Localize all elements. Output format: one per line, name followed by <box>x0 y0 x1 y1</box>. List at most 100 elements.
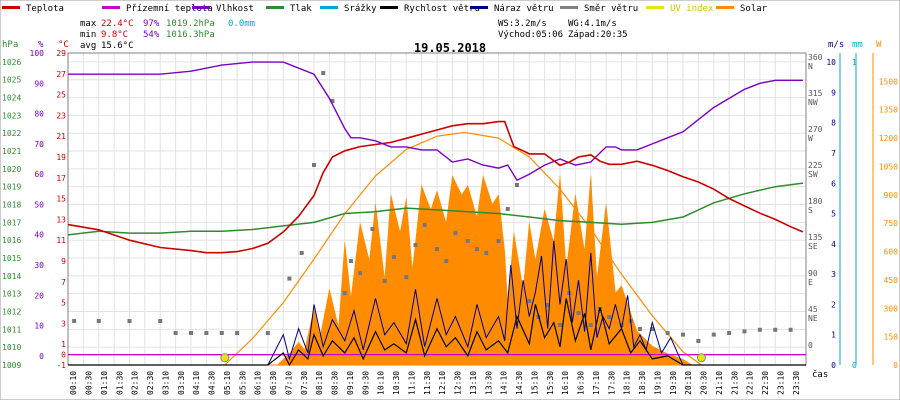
series-solar-theoretical <box>224 131 702 366</box>
axis-tick-celsius: 11 <box>56 236 66 245</box>
axis-tick-time: 13:10 <box>469 371 478 395</box>
series-wind-direction-point <box>391 255 396 259</box>
axis-tick-time: 02:10 <box>131 371 140 395</box>
axis-tick-watt: 300 <box>884 304 899 313</box>
axis-tick-time: 11:10 <box>407 371 416 395</box>
axis-tick-time: 02:30 <box>146 371 155 395</box>
axis-tick-ms: 9 <box>831 88 836 97</box>
axis-tick-time: 18:10 <box>623 371 632 395</box>
axis-tick-ms: 10 <box>826 58 836 67</box>
axis-tick-time: 10:30 <box>392 371 401 395</box>
series-wind-direction-point <box>413 243 418 247</box>
legend-label: Směr větru <box>584 4 638 14</box>
series-wind-direction-point <box>127 319 132 323</box>
series-wind-direction-point <box>637 327 642 331</box>
axis-tick-hpa: 1025 <box>2 76 21 85</box>
axis-tick-celsius: 13 <box>56 215 66 224</box>
axis-tick-time: 13:30 <box>484 371 493 395</box>
axis-tick-degrees: 45 <box>808 305 818 314</box>
axis-tick-celsius: 17 <box>56 174 66 183</box>
axis-tick-percent: 80 <box>34 110 44 119</box>
axis-tick-hpa: 1017 <box>2 218 21 227</box>
series-wind-direction-point <box>505 207 510 211</box>
stat-min-humidity: 54% <box>143 30 160 40</box>
axis-tick-hpa: 1012 <box>2 308 21 317</box>
stat-max-temp: 22.4°C <box>101 19 134 29</box>
series-wind-direction-point <box>514 183 519 187</box>
axis-tick-hpa: 1020 <box>2 165 21 174</box>
axis-tick-time: 09:10 <box>346 371 355 395</box>
legend-swatch <box>102 6 120 9</box>
legend-swatch <box>716 6 734 9</box>
axis-unit-hpa: hPa <box>2 40 18 50</box>
axis-tick-celsius: 19 <box>56 153 66 162</box>
series-wind-direction-point <box>435 247 439 251</box>
axis-tick-celsius: 7 <box>61 278 66 287</box>
axis-tick-percent: 10 <box>34 322 44 331</box>
series-wind-direction-point <box>545 303 550 307</box>
legend-swatch <box>2 6 20 9</box>
axis-tick-hpa: 1011 <box>2 325 21 334</box>
series-wind-direction-point <box>189 331 193 335</box>
axis-tick-time: 00:30 <box>85 371 94 395</box>
series-wind-direction-point <box>788 327 793 332</box>
axis-tick-ms: 5 <box>831 210 836 219</box>
legend-label: UV index <box>670 4 714 14</box>
axis-tick-time: 05:10 <box>223 371 232 395</box>
axis-tick-percent: 50 <box>34 200 44 209</box>
axis-tick-direction: W <box>808 134 813 143</box>
axis-tick-time: 07:30 <box>300 371 309 395</box>
axis-tick-direction: SW <box>808 170 818 179</box>
axis-tick-time: 06:10 <box>254 371 263 395</box>
axis-tick-hpa: 1010 <box>2 343 21 352</box>
axis-tick-time: 03:30 <box>177 371 186 395</box>
axis-tick-celsius: 23 <box>56 111 66 120</box>
axis-tick-time: 10:10 <box>377 371 386 395</box>
stat-max-label: max <box>80 19 97 29</box>
legend-swatch <box>320 6 338 9</box>
axis-tick-hpa: 1026 <box>2 58 21 67</box>
axis-tick-time: 12:10 <box>438 371 447 395</box>
axis-tick-hpa: 1019 <box>2 183 21 192</box>
series-humidity <box>68 61 803 182</box>
axis-tick-degrees: 90 <box>808 269 818 278</box>
right-axes: mmm/s W045NE90E135SE180S225SW270W315NW360… <box>808 40 898 370</box>
axis-tick-direction: N <box>808 62 813 71</box>
series-solar-area <box>68 175 806 366</box>
axis-tick-direction: SE <box>808 242 818 251</box>
axis-tick-celsius: -1 <box>56 361 66 370</box>
series-wind-direction-point <box>588 323 593 327</box>
series-wind-direction-point <box>321 71 326 75</box>
axis-tick-celsius: 27 <box>56 70 66 79</box>
axis-tick-hpa: 1009 <box>2 361 21 370</box>
axis-tick-ms: 3 <box>831 270 836 279</box>
series-wind-direction-point <box>342 291 347 295</box>
series-wind-direction-point <box>96 319 101 323</box>
left-axes: hPa% °C1009101010111012101310141015101610… <box>2 40 69 370</box>
axis-tick-time: 05:30 <box>238 371 247 395</box>
axis-tick-hpa: 1023 <box>2 111 21 120</box>
axis-tick-time: 14:10 <box>500 371 509 395</box>
stat-avg-label: avg <box>80 41 96 51</box>
series-wind-direction-point <box>696 339 701 343</box>
legend-swatch <box>266 6 284 9</box>
legend-label: Solar <box>740 4 768 14</box>
axis-tick-percent: 90 <box>34 79 44 88</box>
axis-tick-watt: 900 <box>884 191 899 200</box>
axis-tick-watt: 600 <box>884 248 899 257</box>
axis-tick-watt: 750 <box>884 219 899 228</box>
axis-tick-watt: 0 <box>893 361 898 370</box>
axis-tick-percent: 40 <box>34 231 44 240</box>
series-wind-direction-point <box>265 331 270 335</box>
axis-tick-time: 22:10 <box>746 371 755 395</box>
axis-tick-time: 15:30 <box>546 371 555 395</box>
series-wind-direction-point <box>496 239 501 243</box>
series-wind-direction-point <box>527 299 532 303</box>
axis-tick-percent: 30 <box>34 261 44 270</box>
axis-tick-ms: 6 <box>831 179 836 188</box>
axis-tick-hpa: 1022 <box>2 129 21 138</box>
legend-label: Teplota <box>26 4 64 14</box>
series-wind-direction-point <box>219 331 224 335</box>
series-wind-direction-point <box>742 329 747 334</box>
